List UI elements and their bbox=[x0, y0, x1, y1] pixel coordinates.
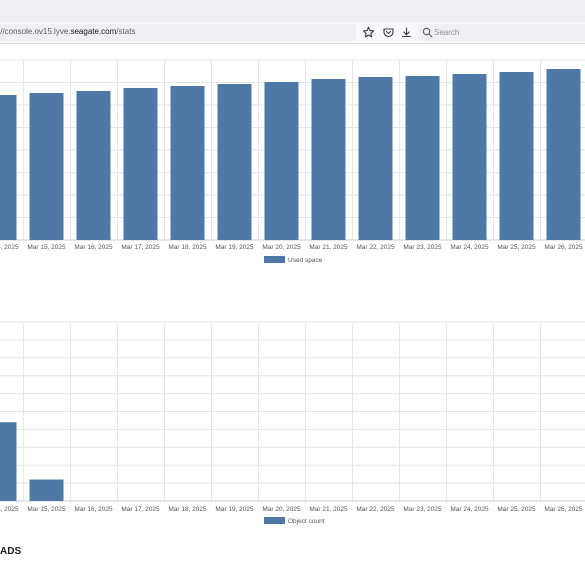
x-tick-label: Mar 14, 2025 bbox=[0, 506, 19, 513]
pocket-button[interactable] bbox=[381, 25, 396, 40]
bar[interactable] bbox=[29, 479, 64, 501]
x-tick-label: Mar 21, 2025 bbox=[309, 244, 348, 251]
bar[interactable] bbox=[29, 93, 64, 240]
x-tick-labels: Mar 14, 2025 Mar 15, 2025 Mar 16, 2025 Mar … bbox=[0, 506, 583, 513]
x-tick-label: Mar 24, 2025 bbox=[450, 244, 489, 251]
x-tick-label: Mar 14, 2025 bbox=[0, 244, 19, 251]
x-tick-label: Mar 19, 2025 bbox=[215, 506, 254, 513]
x-tick-label: Mar 26, 2025 bbox=[544, 506, 583, 513]
bar[interactable] bbox=[217, 84, 252, 240]
x-tick-label: Mar 16, 2025 bbox=[74, 506, 113, 513]
x-tick-label: Mar 15, 2025 bbox=[27, 244, 66, 251]
x-tick-label: Mar 18, 2025 bbox=[168, 244, 207, 251]
x-tick-label: Mar 15, 2025 bbox=[27, 506, 66, 513]
x-tick-label: Mar 23, 2025 bbox=[403, 506, 442, 513]
download-icon bbox=[401, 27, 412, 38]
legend-swatch bbox=[264, 517, 285, 524]
x-tick-label: Mar 18, 2025 bbox=[168, 506, 207, 513]
x-tick-label: Mar 19, 2025 bbox=[215, 244, 254, 251]
x-tick-label: Mar 22, 2025 bbox=[356, 244, 395, 251]
bar[interactable] bbox=[546, 69, 581, 240]
address-bar[interactable]: s://console.ov15.lyve.seagate.com/stats bbox=[0, 24, 356, 41]
x-tick-labels: Mar 14, 2025 Mar 15, 2025 Mar 16, 2025 Mar … bbox=[0, 244, 583, 251]
bar[interactable] bbox=[123, 88, 158, 240]
chart-bars bbox=[0, 69, 581, 240]
bar[interactable] bbox=[405, 76, 440, 240]
x-tick-label: Mar 22, 2025 bbox=[356, 506, 395, 513]
bookmark-star-button[interactable] bbox=[361, 25, 376, 40]
bar[interactable] bbox=[170, 86, 205, 240]
bar[interactable] bbox=[358, 77, 393, 240]
browser-tab-strip bbox=[0, 0, 585, 22]
bar[interactable] bbox=[311, 79, 346, 240]
chart-legend[interactable]: Used space bbox=[264, 256, 323, 264]
x-tick-label: Mar 25, 2025 bbox=[497, 244, 536, 251]
url-suffix: /stats bbox=[116, 27, 136, 36]
legend-label: Object count bbox=[288, 518, 325, 525]
pocket-icon bbox=[383, 28, 394, 38]
browser-toolbar: s://console.ov15.lyve.seagate.com/stats … bbox=[0, 22, 585, 44]
x-tick-label: Mar 25, 2025 bbox=[497, 506, 536, 513]
object-count-chart: Mar 14, 2025 Mar 15, 2025 Mar 16, 2025 Mar … bbox=[0, 321, 585, 525]
x-tick-label: Mar 17, 2025 bbox=[121, 506, 160, 513]
search-icon bbox=[422, 27, 433, 38]
search-placeholder: Search bbox=[434, 28, 460, 37]
x-tick-label: Mar 23, 2025 bbox=[403, 244, 442, 251]
x-tick-label: Mar 20, 2025 bbox=[262, 244, 301, 251]
downloads-button[interactable] bbox=[399, 25, 414, 40]
url-domain: seagate.com bbox=[70, 27, 117, 36]
bar[interactable] bbox=[76, 91, 111, 240]
url-text[interactable]: s://console.ov15.lyve.seagate.com/stats bbox=[0, 27, 135, 36]
x-tick-label: Mar 17, 2025 bbox=[121, 244, 160, 251]
x-tick-label: Mar 16, 2025 bbox=[74, 244, 113, 251]
bar[interactable] bbox=[264, 82, 299, 240]
legend-swatch bbox=[264, 256, 285, 263]
bar[interactable] bbox=[499, 72, 534, 240]
x-tick-label: Mar 20, 2025 bbox=[262, 506, 301, 513]
bar[interactable] bbox=[0, 422, 17, 501]
search-field[interactable]: Search bbox=[418, 24, 585, 41]
x-tick-label: Mar 21, 2025 bbox=[309, 506, 348, 513]
chart-legend[interactable]: Object count bbox=[264, 517, 325, 525]
used-space-chart: Mar 14, 2025 Mar 15, 2025 Mar 16, 2025 Mar … bbox=[0, 59, 585, 264]
x-tick-label: Mar 26, 2025 bbox=[544, 244, 583, 251]
url-prefix: s://console.ov15.lyve. bbox=[0, 27, 71, 36]
legend-label: Used space bbox=[288, 257, 323, 264]
x-tick-label: Mar 24, 2025 bbox=[450, 506, 489, 513]
section-heading: ADS bbox=[0, 546, 22, 557]
bar[interactable] bbox=[0, 95, 17, 240]
chart-grid bbox=[0, 321, 585, 502]
chart-bars bbox=[0, 422, 64, 501]
bar[interactable] bbox=[452, 74, 487, 240]
star-icon bbox=[362, 26, 375, 38]
